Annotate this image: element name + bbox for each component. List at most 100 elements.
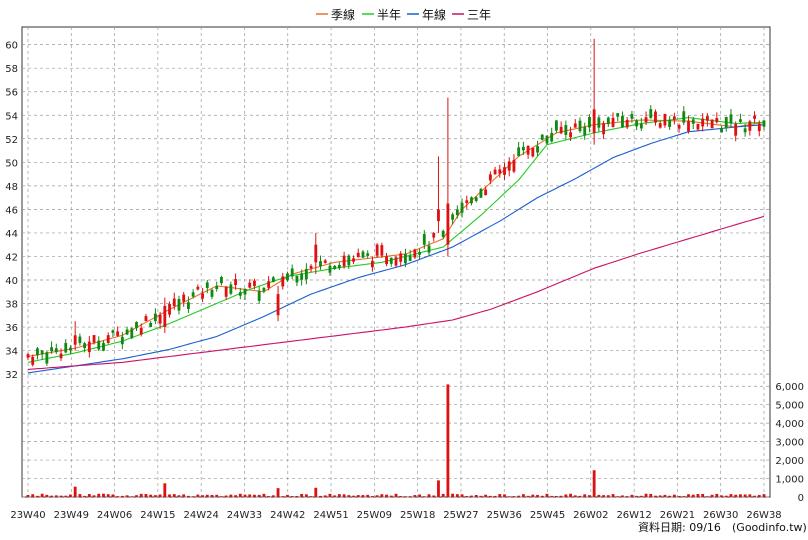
x-tick-label: 24W33 [227,510,262,521]
candle-body [83,343,87,349]
candle-body [498,169,502,174]
volume-bar [102,493,105,497]
candle-body [111,330,115,333]
svg-text:三年: 三年 [467,8,491,22]
candle-body [337,264,341,269]
candle-body [253,280,256,287]
candle-body [64,342,68,353]
volume-bar [314,487,318,497]
volume-bar [649,493,653,497]
candle-body [493,169,497,175]
volume-bar [120,495,124,497]
candle-body [267,281,271,288]
candle-body [106,335,110,344]
volume-bar [54,495,58,497]
volume-bar [243,494,247,497]
volume-bar [691,494,695,497]
x-tick-label: 25W27 [443,510,478,521]
candle-body [611,117,615,128]
candle-body [465,200,469,204]
legend-item-year: 年線 [407,7,446,22]
candle-body [201,293,204,299]
volume-bar [621,495,624,497]
candle-body [375,244,379,256]
volume-bar [191,496,195,497]
volume-bar [474,494,478,497]
volume-bar [333,495,337,497]
volume-bar [658,495,662,497]
volume-bar [163,483,167,497]
volume-bar [715,493,719,497]
volume-bar [394,493,398,497]
candle-body [531,147,535,157]
candle-body [649,109,653,119]
volume-bar [347,495,351,497]
volume-bar [399,496,403,497]
volume-bar [757,495,761,497]
candle-body [243,289,247,295]
volume-tick-label: 1,000 [775,475,804,486]
candle-body [286,273,289,281]
candle-body [644,117,648,123]
candle-body [295,275,299,283]
price-tick-label: 52 [5,135,18,146]
price-tick-label: 56 [5,88,18,99]
volume-bar [635,495,639,497]
candle-body [304,269,308,280]
volume-bar [540,495,544,497]
candle-body [290,268,294,277]
volume-bar [69,494,72,497]
candle-body [606,117,610,125]
candle-body [97,340,101,350]
volume-bar [125,495,129,497]
volume-bar [564,494,568,497]
volume-tick-label: 5,000 [775,401,804,412]
volume-bar [734,494,738,497]
legend: 季線 半年 年線 三年 [316,7,491,22]
candle-body [125,329,129,335]
volume-tick-label: 2,000 [775,456,804,467]
candle-body [658,123,662,128]
volume-bar [281,496,285,497]
legend-item-three-year: 三年 [452,8,491,22]
volume-bar [366,494,370,497]
volume-bar [644,493,648,497]
candle-body [550,132,554,142]
volume-bar [168,494,171,497]
candle-body [503,167,506,175]
x-tick-label: 26W38 [746,510,781,521]
volume-bar [234,495,238,497]
candle-body [583,126,587,136]
volume-bar [92,495,96,497]
volume-bar [196,494,200,497]
volume-bar [512,496,516,497]
candle-body [451,214,455,220]
candle-body [314,244,318,263]
candle-body [639,123,643,129]
volume-bar [451,493,455,497]
candle-body [220,277,223,284]
volume-bar [267,496,271,497]
candle-body [710,119,714,129]
volume-bar [295,496,299,497]
x-tick-label: 24W06 [97,510,132,521]
ma-line [27,119,765,358]
volume-bar [144,493,148,497]
x-tick-label: 25W09 [357,510,392,521]
candle-body [210,289,214,297]
price-tick-label: 38 [5,300,18,311]
candle-body [705,116,709,121]
x-tick-label: 23W49 [54,510,89,521]
ma-line [27,215,765,370]
candle-body [521,146,525,151]
candle-body [418,252,422,255]
volume-bar [106,494,110,497]
volume-bar [135,495,138,497]
candle-body [597,117,601,128]
candle-body [149,322,153,327]
volume-bar [64,495,68,497]
volume-bar [182,494,186,497]
candle-body [196,286,200,290]
volume-bar [323,495,327,497]
